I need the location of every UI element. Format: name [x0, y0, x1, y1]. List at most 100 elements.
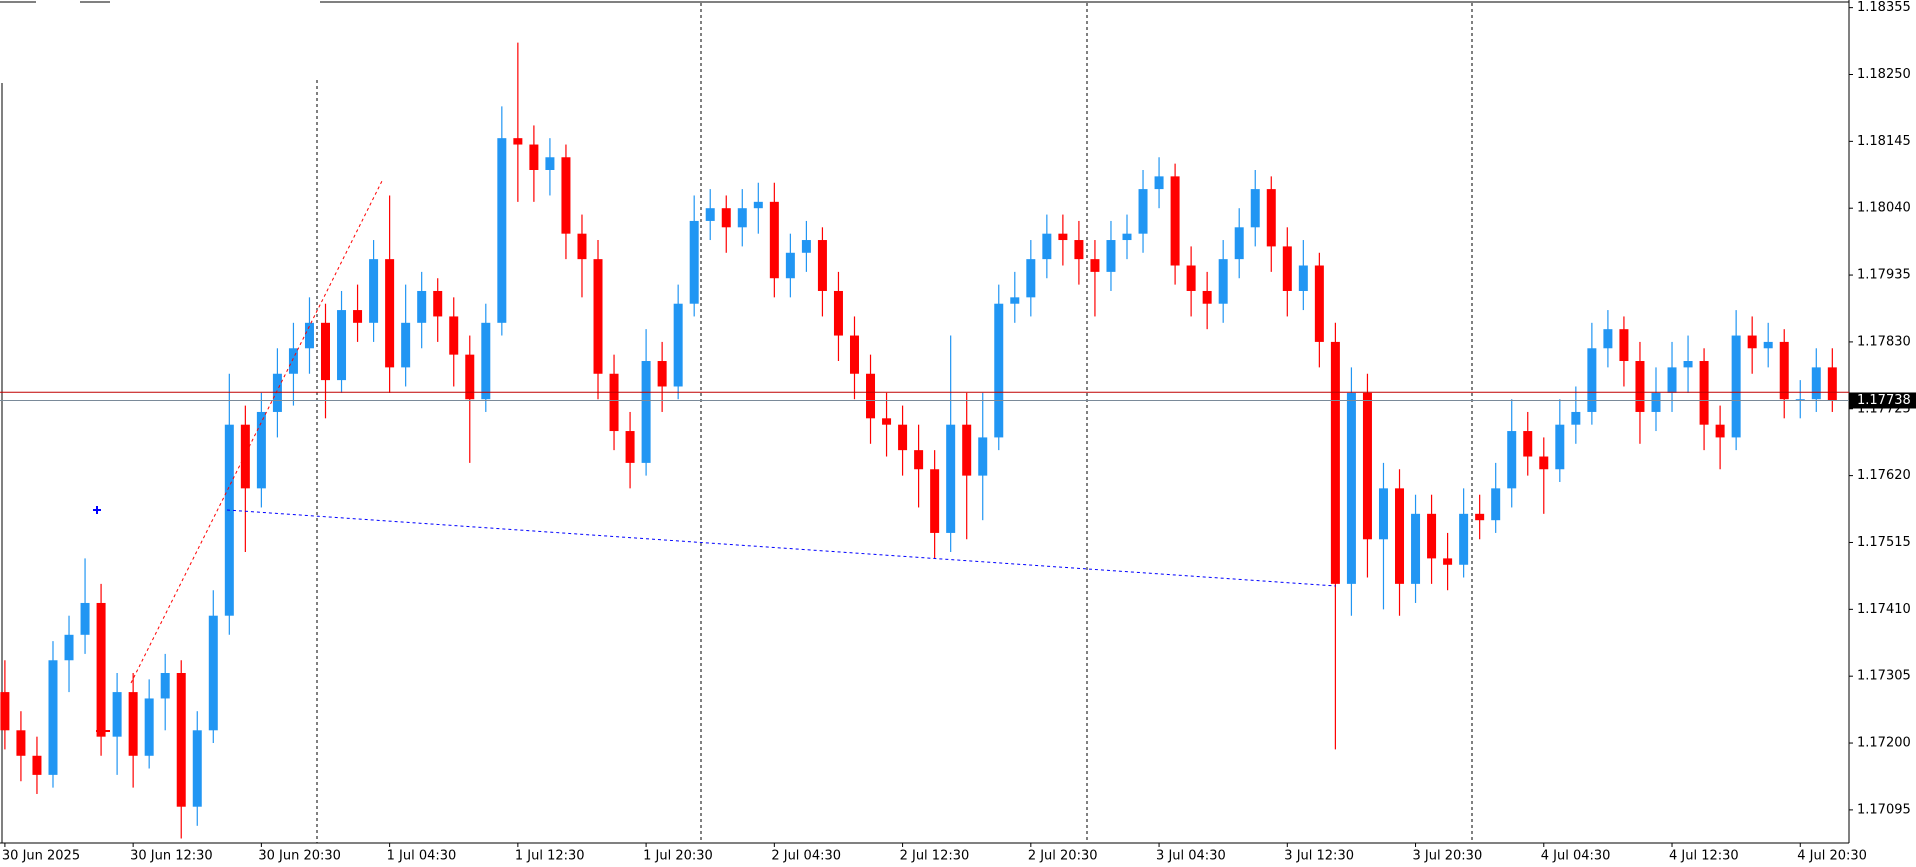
candle-body [160, 672, 170, 699]
candle-body [1106, 240, 1116, 272]
candle-body [144, 698, 154, 756]
candle-body [946, 424, 956, 533]
candle-body [657, 361, 667, 387]
candle-body [673, 303, 683, 387]
candle-body [1234, 227, 1244, 260]
candle-body [1475, 513, 1485, 521]
y-tick-label: 1.17830 [1857, 334, 1911, 349]
candle-body [1491, 488, 1501, 521]
candle-body [1186, 265, 1196, 291]
candle-body [705, 208, 715, 221]
candle-body [1330, 341, 1340, 584]
candle-body [1042, 233, 1052, 260]
candle-body [1010, 297, 1020, 304]
candle-body [962, 424, 972, 476]
candle-body [609, 373, 619, 432]
candle-body [1411, 513, 1421, 584]
x-tick-label: 1 Jul 20:30 [643, 849, 713, 864]
candle-body [1779, 341, 1789, 400]
candle-body [80, 602, 90, 635]
candle-body [1763, 341, 1773, 349]
candle-body [1026, 259, 1036, 298]
marker [96, 727, 110, 735]
candle-body [898, 424, 908, 451]
candle-body [465, 354, 475, 400]
candle-body [1378, 488, 1388, 540]
x-tick-label: 30 Jun 2025 [2, 849, 80, 864]
x-tick-label: 3 Jul 04:30 [1156, 849, 1226, 864]
candle-body [817, 240, 827, 291]
candle-body [32, 755, 42, 775]
candle-body [1571, 411, 1581, 425]
candle-body [256, 411, 266, 489]
candle-body [1587, 348, 1597, 412]
candle-body [833, 290, 843, 336]
candle-body [1218, 259, 1228, 304]
candle-body [1074, 240, 1084, 260]
candle-body [1555, 424, 1565, 470]
candle-body [369, 259, 379, 323]
candle-body [1747, 335, 1757, 349]
candle-body [545, 157, 555, 171]
y-tick-label: 1.17095 [1857, 802, 1911, 817]
candle-body [914, 450, 924, 470]
candle-body [1154, 176, 1164, 190]
candle-body [385, 259, 395, 368]
x-tick-label: 4 Jul 04:30 [1541, 849, 1611, 864]
candle-body [288, 348, 298, 374]
x-tick-label: 4 Jul 20:30 [1797, 849, 1867, 864]
x-tick-label: 30 Jun 12:30 [130, 849, 213, 864]
candle-body [978, 437, 988, 476]
candle-body [353, 310, 363, 323]
candle-body [337, 310, 347, 381]
candle-body [208, 615, 218, 731]
candle-body [321, 322, 330, 381]
candle-body [1427, 513, 1437, 559]
y-tick-label: 1.17935 [1857, 268, 1911, 283]
candle-body [1635, 361, 1645, 412]
candle-body [882, 418, 892, 425]
candle-body [1314, 265, 1324, 342]
candle-body [1459, 513, 1469, 565]
candle-body [1731, 335, 1741, 438]
y-tick-label: 1.18145 [1857, 134, 1911, 149]
candle-body [1250, 189, 1260, 228]
price-label-box [1849, 392, 1916, 409]
x-tick-label: 2 Jul 12:30 [900, 849, 970, 864]
x-tick-label: 3 Jul 20:30 [1413, 849, 1483, 864]
candle-body [593, 259, 603, 374]
candle-body [1811, 367, 1821, 400]
x-tick-label: 30 Jun 20:30 [258, 849, 341, 864]
candle-body [1667, 367, 1677, 393]
candle-body [176, 672, 186, 807]
candle-body [240, 424, 250, 489]
candle-body [561, 157, 571, 234]
candle-body [1282, 246, 1292, 291]
candle-body [513, 138, 523, 145]
trend-line [226, 509, 1337, 587]
candle-body [721, 208, 731, 228]
candle-body [1699, 361, 1709, 425]
candle-body [64, 634, 74, 661]
candle-body [304, 322, 314, 349]
y-tick-label: 1.17410 [1857, 602, 1911, 617]
candle-body [1138, 189, 1148, 234]
x-tick-label: 2 Jul 20:30 [1028, 849, 1098, 864]
candle-body [497, 138, 507, 323]
candle-body [1170, 176, 1180, 266]
candle-body [1443, 558, 1453, 565]
candle-body [801, 240, 811, 253]
marker [93, 506, 101, 514]
candle-body [1619, 329, 1629, 362]
candle-body [641, 361, 651, 463]
x-tick-label: 1 Jul 04:30 [387, 849, 457, 864]
candle-body [449, 316, 459, 355]
y-tick-label: 1.17620 [1857, 468, 1911, 483]
x-tick-label: 4 Jul 12:30 [1669, 849, 1739, 864]
candle-body [192, 730, 202, 807]
candle-body [0, 692, 10, 731]
x-tick-label: 1 Jul 12:30 [515, 849, 585, 864]
candle-body [1362, 392, 1372, 540]
